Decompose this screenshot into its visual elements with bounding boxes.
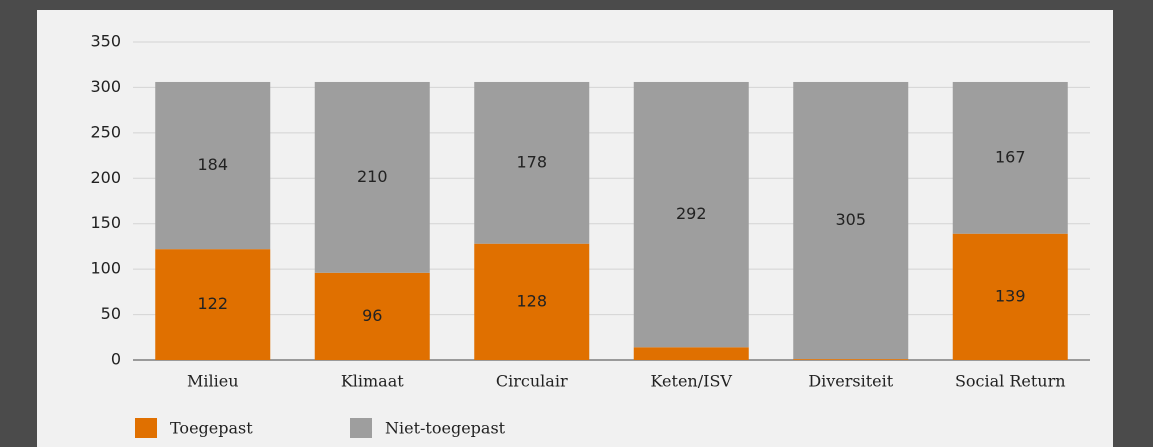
legend-swatch (135, 418, 157, 438)
y-tick-label: 0 (111, 350, 121, 369)
bar-segment (952, 233, 1068, 360)
y-tick-label: 250 (90, 122, 121, 141)
bar-segment (155, 81, 271, 250)
bar-segment (952, 81, 1068, 234)
x-tick-label: Klimaat (341, 372, 404, 391)
y-tick-label: 100 (90, 259, 121, 278)
data-label: 184 (197, 155, 228, 174)
data-label: 122 (197, 294, 228, 313)
data-label: 210 (357, 167, 388, 186)
data-label: 139 (995, 286, 1026, 305)
x-tick-label: Milieu (187, 372, 239, 391)
data-label: 96 (362, 306, 382, 325)
legend-label: Toegepast (170, 419, 253, 438)
data-label: 305 (835, 210, 866, 229)
bar-segment (314, 272, 430, 360)
bar-segment (633, 347, 749, 360)
bar-segment (474, 243, 590, 360)
bar-segment (793, 359, 909, 360)
x-tick-label: Circulair (496, 372, 568, 391)
bar-segment (633, 81, 749, 348)
data-label: 167 (995, 147, 1026, 166)
y-tick-label: 350 (90, 32, 121, 51)
y-tick-label: 200 (90, 168, 121, 187)
x-tick-label: Diversiteit (808, 372, 893, 391)
data-label: 292 (676, 204, 707, 223)
x-tick-label: Social Return (955, 372, 1066, 391)
bar-segment (474, 81, 590, 244)
y-tick-label: 150 (90, 213, 121, 232)
y-tick-label: 300 (90, 77, 121, 96)
data-label: 178 (516, 152, 547, 171)
legend-label: Niet-toegepast (385, 419, 506, 438)
legend-swatch (350, 418, 372, 438)
y-tick-label: 50 (101, 304, 121, 323)
x-tick-label: Keten/ISV (651, 372, 733, 391)
bar-segment (793, 81, 909, 360)
bar-segment (155, 249, 271, 360)
bar-segment (314, 81, 430, 273)
data-label: 128 (516, 291, 547, 310)
